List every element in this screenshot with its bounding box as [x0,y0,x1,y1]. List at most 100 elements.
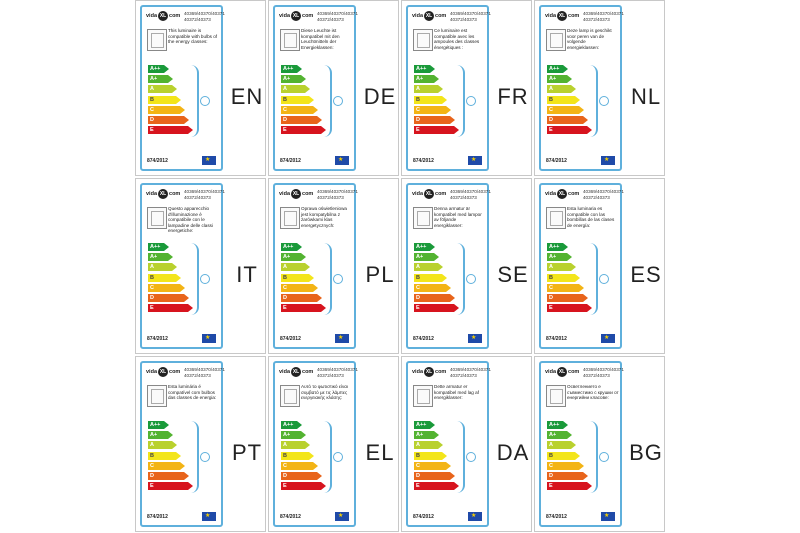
energy-class-bar: A++ [414,421,435,429]
energy-label-card: vida XL com 40369/40370/40371 40372/40373 Que… [136,179,227,353]
regulation-number: 874/2012 [413,336,434,342]
language-code: PL [365,261,395,287]
energy-class-bar: B [148,95,181,104]
brace-icon [588,65,598,137]
energy-class-bar: A++ [148,243,169,251]
energy-class-bar: C [148,461,185,470]
energy-label-cell-pl: vida XL com 40369/40370/40371 40372/40373 Opr… [268,178,399,354]
eu-flag-icon [601,334,615,343]
energy-class-bar: C [547,105,584,114]
language-code: DA [496,439,530,465]
product-codes: 40369/40370/40371 40372/40373 [317,189,358,200]
compatibility-text: Deze lamp is geschikt voor peren van de … [567,28,612,50]
energy-class-bar: B [281,95,314,104]
energy-class-bar: A++ [414,65,435,73]
eu-flag-icon [468,334,482,343]
energy-class-bar: E [414,126,459,135]
language-code: IT [236,261,258,287]
language-code-label: PL [360,179,400,353]
label-frame: vida XL com 40369/40370/40371 40372/40373 Die… [273,5,358,171]
energy-class-bar: B [414,95,447,104]
lamp-icon [280,385,300,407]
energy-class-bar: C [414,461,451,470]
language-code-label: NL [626,1,666,175]
bulb-icon [466,452,476,462]
label-frame: vida XL com 40369/40370/40371 40372/40373 Dez… [539,5,624,171]
label-frame: vida XL com 40369/40370/40371 40372/40373 Den… [406,183,491,349]
product-codes: 40369/40370/40371 40372/40373 [450,189,491,200]
energy-class-bar: A+ [281,75,306,84]
energy-class-bar: A [547,85,576,94]
energy-class-bar: D [281,293,322,302]
bulb-icon [333,452,343,462]
energy-class-scale: A++ A+ A B C D E [414,243,459,314]
lamp-icon [147,29,167,51]
brand-logo: vida XL com [412,189,447,199]
energy-class-bar: A+ [414,431,439,440]
regulation-number: 874/2012 [147,514,168,520]
energy-class-bar: A++ [281,243,302,251]
product-codes: 40369/40370/40371 40372/40373 [450,11,491,22]
eu-flag-icon [202,512,216,521]
label-frame: vida XL com 40369/40370/40371 40372/40373 Αυτ… [273,361,358,527]
brand-logo: vida XL com [279,367,314,377]
brand-logo: vida XL com [146,367,181,377]
language-code: DE [363,83,397,109]
brand-logo: vida XL com [146,189,181,199]
energy-class-bar: A+ [148,431,173,440]
energy-class-scale: A++ A+ A B C D E [148,421,193,492]
bulb-icon [599,96,609,106]
label-frame: vida XL com 40369/40370/40371 40372/40373 Det… [406,361,491,527]
energy-label-card: vida XL com 40369/40370/40371 40372/40373 Ce … [402,1,493,175]
energy-class-bar: C [414,283,451,292]
language-code: EL [365,439,395,465]
energy-class-bar: E [281,482,326,491]
energy-class-bar: E [547,304,592,313]
brace-icon [322,65,332,137]
energy-class-bar: C [414,105,451,114]
product-codes: 40369/40370/40371 40372/40373 [450,367,491,378]
energy-class-bar: D [148,471,189,480]
eu-flag-icon [202,156,216,165]
brace-icon [322,421,332,493]
energy-class-bar: D [414,115,455,124]
energy-class-bar: C [148,105,185,114]
eu-flag-icon [335,156,349,165]
energy-class-bar: A [414,85,443,94]
energy-class-bar: E [281,304,326,313]
energy-class-scale: A++ A+ A B C D E [547,65,592,136]
energy-class-bar: C [281,283,318,292]
brace-icon [588,421,598,493]
brand-logo: vida XL com [545,189,580,199]
eu-flag-icon [335,334,349,343]
product-codes: 40369/40370/40371 40372/40373 [583,189,624,200]
brace-icon [455,65,465,137]
bulb-icon [200,452,210,462]
regulation-number: 874/2012 [280,336,301,342]
energy-class-bar: A++ [281,65,302,73]
energy-class-bar: A++ [148,421,169,429]
language-code-label: SE [493,179,533,353]
product-codes: 40369/40370/40371 40372/40373 [583,11,624,22]
energy-class-bar: D [547,293,588,302]
energy-class-bar: A++ [547,421,568,429]
brace-icon [455,421,465,493]
regulation-number: 874/2012 [413,158,434,164]
bulb-icon [599,452,609,462]
eu-flag-icon [335,512,349,521]
energy-class-bar: D [547,115,588,124]
energy-class-bar: B [547,95,580,104]
language-code: EN [230,83,264,109]
language-code: FR [497,83,529,109]
energy-label-card: vida XL com 40369/40370/40371 40372/40373 Den… [402,179,493,353]
language-code-label: DA [493,357,533,531]
lamp-icon [546,29,566,51]
energy-class-scale: A++ A+ A B C D E [547,243,592,314]
lamp-icon [280,207,300,229]
lamp-icon [413,29,433,51]
eu-flag-icon [468,156,482,165]
energy-class-bar: A [547,263,576,272]
energy-class-bar: A++ [547,243,568,251]
lamp-icon [280,29,300,51]
